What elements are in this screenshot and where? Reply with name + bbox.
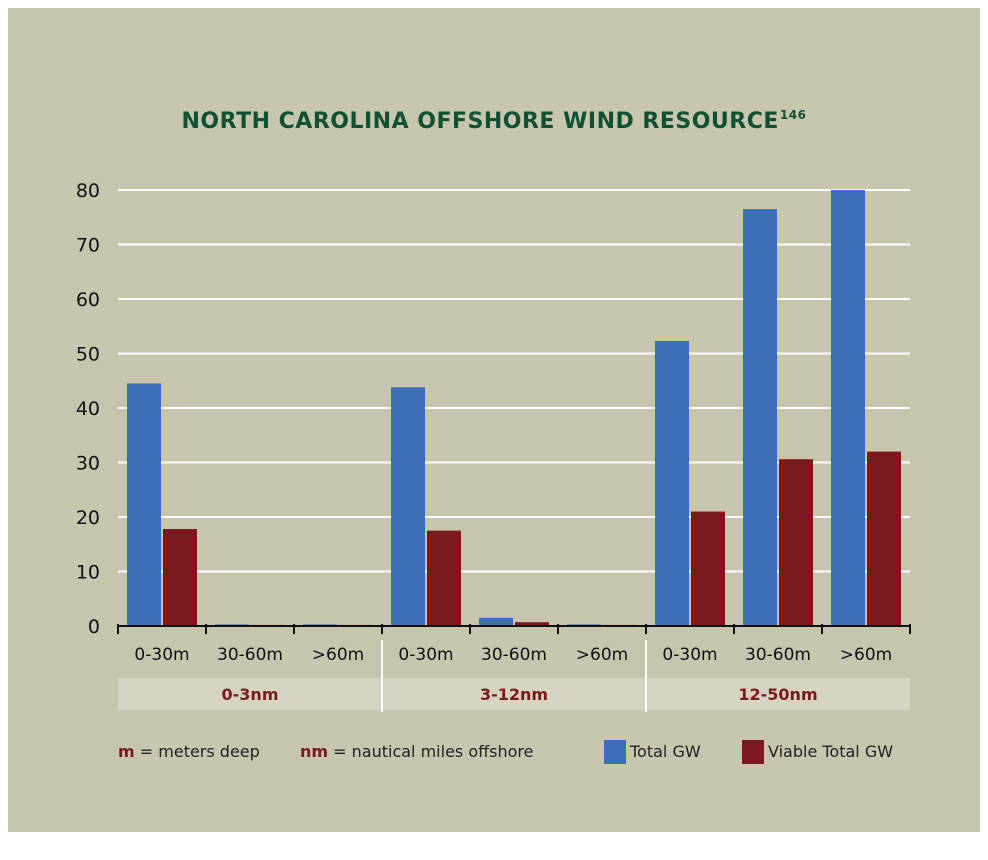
group-band — [382, 678, 646, 710]
y-tick-label: 50 — [76, 344, 100, 366]
y-tick-label: 80 — [76, 180, 100, 202]
legend-m-text: = meters deep — [139, 742, 260, 761]
bar — [691, 511, 725, 626]
y-tick-label: 20 — [76, 507, 100, 529]
title-footnote-ref: 146 — [779, 108, 807, 122]
legend-viable-label: Viable Total GW — [768, 742, 894, 761]
x-tick-label: >60m — [312, 645, 364, 665]
legend: m = meters deep nm = nautical miles offs… — [118, 740, 918, 766]
y-tick-label: 70 — [76, 235, 100, 257]
bar — [127, 383, 161, 626]
group-band — [118, 678, 382, 710]
y-tick-label: 30 — [76, 453, 100, 475]
x-tick-label: 0-30m — [662, 645, 717, 665]
legend-viable-swatch — [742, 740, 764, 764]
bar — [779, 459, 813, 626]
x-tick-label: 0-30m — [134, 645, 189, 665]
bar — [391, 387, 425, 626]
bar — [163, 528, 197, 626]
x-tick-label: 30-60m — [745, 645, 811, 665]
chart-title: NORTH CAROLINA OFFSHORE WIND RESOURCE146 — [0, 108, 988, 134]
x-tick-label: 0-30m — [398, 645, 453, 665]
bar — [515, 622, 549, 626]
y-tick-label: 10 — [76, 562, 100, 584]
x-tick-label: 30-60m — [481, 645, 547, 665]
legend-nm-note: nm = nautical miles offshore — [300, 742, 533, 761]
legend-total-label: Total GW — [630, 742, 701, 761]
bar — [867, 451, 901, 626]
bar — [743, 209, 777, 626]
bar — [427, 530, 461, 626]
bar — [479, 617, 513, 626]
bar-chart: 0 10 20 30 40 50 60 70 80 0-30m 30-60m >60m 0-30m 30-… — [76, 180, 911, 712]
group-label: 3-12nm — [480, 685, 548, 704]
group-label: 12-50nm — [738, 685, 817, 704]
group-label: 0-3nm — [222, 685, 279, 704]
bar — [655, 340, 689, 626]
x-tick-label: 30-60m — [217, 645, 283, 665]
legend-m-abbr: m — [118, 742, 135, 761]
y-tick-label: 40 — [76, 398, 100, 420]
y-tick-label: 0 — [88, 616, 100, 638]
bar — [831, 190, 865, 626]
group-band — [646, 678, 910, 710]
legend-nm-abbr: nm — [300, 742, 329, 761]
x-tick-label: >60m — [840, 645, 892, 665]
y-tick-label: 60 — [76, 289, 100, 311]
chart-title-text: NORTH CAROLINA OFFSHORE WIND RESOURCE — [181, 109, 779, 134]
x-tick-label: >60m — [576, 645, 628, 665]
legend-nm-text: = nautical miles offshore — [333, 742, 534, 761]
legend-m-note: m = meters deep — [118, 742, 260, 761]
legend-total-swatch — [604, 740, 626, 764]
